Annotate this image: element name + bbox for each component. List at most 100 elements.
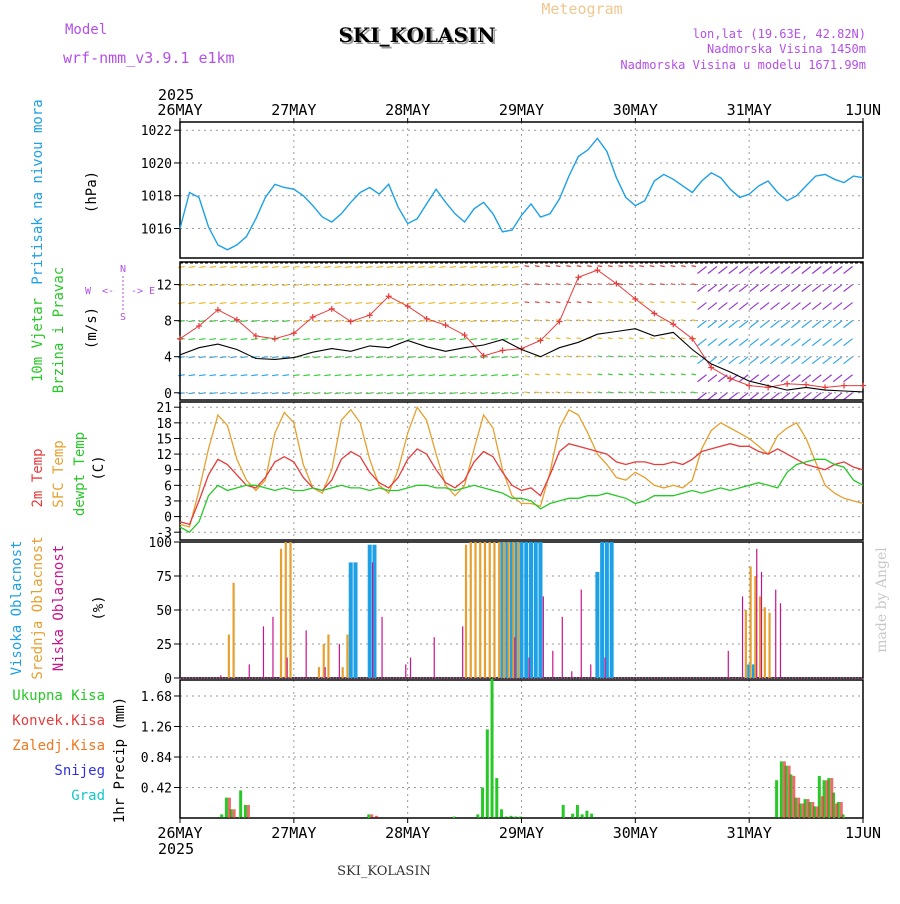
precip-total-bar	[485, 729, 489, 818]
wind-arrow	[470, 338, 477, 341]
wind-panel: 12 8 4 0	[156, 261, 866, 402]
wind-arrow	[459, 265, 467, 269]
wind-arrow	[438, 301, 446, 305]
precip-total-bar	[224, 797, 228, 818]
precip-total-bar	[827, 778, 831, 818]
wind-gust-marker	[442, 322, 449, 329]
wind-arrow	[313, 338, 321, 341]
wind-arrow	[597, 265, 603, 268]
wind-arrow	[470, 265, 477, 269]
wind-arrow	[334, 301, 342, 305]
wind-arrow	[449, 320, 457, 323]
wind-arrow	[660, 337, 665, 340]
precip-ytick-label: 1.68	[141, 690, 172, 705]
wind-arrow	[597, 373, 603, 376]
precip-conv-bar	[246, 804, 250, 818]
wind-arrow	[728, 338, 739, 347]
pressure-line	[179, 137, 864, 251]
wind-arrow	[587, 301, 592, 304]
wind-arrow	[680, 301, 686, 304]
wind-arrow	[188, 265, 196, 269]
wind-arrow	[780, 392, 791, 401]
wind-arrow	[491, 320, 498, 323]
wind-arrow	[660, 373, 665, 376]
wind-arrow	[618, 391, 624, 394]
wind-arrow	[717, 302, 728, 311]
wind-ylabel-2: Brzina i Pravac	[51, 267, 67, 393]
wind-arrow	[407, 374, 415, 377]
wind-arrow	[355, 338, 363, 341]
precip-total-bar	[590, 813, 594, 818]
wind-arrow	[178, 265, 185, 269]
temp-ylabel-dewpt: dewpt Temp	[72, 432, 88, 516]
wind-arrow	[261, 374, 269, 377]
wind-arrow	[811, 374, 822, 383]
wind-compass: N <- W E -> S	[85, 264, 155, 323]
wind-arrow	[618, 373, 624, 376]
wind-gust-marker	[271, 335, 278, 342]
precip-legend-hail: Grad	[71, 788, 105, 804]
cloud-mid-bar	[493, 542, 496, 678]
wind-arrow	[697, 320, 707, 329]
wind-arrow	[407, 320, 415, 323]
wind-gust-marker	[746, 382, 753, 389]
cloud-low-bar	[571, 671, 573, 678]
wind-arrow	[770, 392, 780, 401]
cloud-mid-bar	[744, 610, 747, 678]
bottom-date-label: 1JUN	[845, 824, 881, 842]
cloud-high-bar	[505, 542, 510, 678]
wind-arrow	[386, 338, 394, 341]
wind-arrow	[365, 374, 373, 377]
cloud-mid-bar	[749, 566, 752, 678]
bottom-date-label: 28MAY	[385, 824, 430, 842]
cloud-high-bar	[367, 544, 372, 678]
cloud-low-bar	[409, 657, 412, 678]
wind-arrow	[822, 392, 833, 401]
wind-arrow	[639, 265, 644, 268]
wind-arrow	[639, 337, 644, 340]
wind-gust-marker	[385, 293, 392, 300]
cloud-ytick-label: 100	[149, 536, 172, 551]
wind-arrow	[697, 338, 707, 347]
wind-arrow	[749, 302, 760, 311]
wind-arrow	[251, 283, 258, 287]
wind-gust-marker	[480, 352, 487, 359]
model-altitude-label: Nadmorska Visina u modelu 1671.99m	[620, 58, 866, 72]
precip-total-bar	[452, 816, 456, 818]
bottom-date-label: 29MAY	[499, 824, 544, 842]
wind-arrow	[491, 392, 498, 395]
temp-dewpt-line	[179, 458, 864, 534]
wind-arrow	[707, 266, 718, 274]
wind-arrow	[843, 284, 853, 293]
temp-ytick-label: -3	[156, 526, 172, 541]
precip-legend-total: Ukupna Kisa	[12, 688, 105, 704]
wind-arrow	[449, 301, 457, 305]
wind-arrow	[470, 374, 477, 377]
cloud-mid-bar	[474, 542, 477, 678]
wind-arrow	[365, 356, 373, 359]
cloud-low-bar	[405, 664, 407, 678]
wind-arrow	[292, 392, 300, 395]
cloud-panel: 100 75 50 25 0	[149, 536, 864, 687]
cloud-low-bar	[604, 657, 606, 678]
wind-gust-marker	[841, 382, 848, 389]
wind-gust-marker	[404, 303, 411, 310]
wind-arrow	[209, 301, 217, 305]
precip-total-bar	[822, 780, 826, 818]
wind-arrow	[376, 374, 384, 377]
wind-arrow	[449, 283, 457, 287]
wind-arrow	[707, 338, 718, 347]
wind-arrow	[365, 265, 373, 269]
wind-arrow	[459, 374, 467, 377]
wind-arrow	[230, 338, 237, 341]
pressure-frame	[179, 121, 864, 259]
cloud-mid-bar	[768, 612, 771, 678]
temp-ytick-label: 15	[156, 432, 172, 447]
cloud-low-bar	[381, 616, 383, 678]
wind-arrow	[188, 392, 196, 395]
precip-total-bar	[514, 816, 518, 818]
wind-arrow	[649, 319, 655, 322]
wind-arrow	[649, 283, 655, 286]
wind-arrow	[198, 374, 206, 377]
temp-ylabel-2m: 2m Temp	[30, 448, 46, 507]
